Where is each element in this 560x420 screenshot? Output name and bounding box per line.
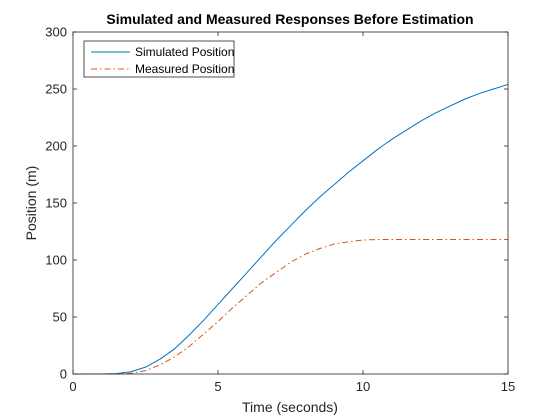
x-tick-label-15: 15: [501, 379, 515, 394]
chart-title: Simulated and Measured Responses Before …: [106, 11, 473, 27]
y-tick-label-200: 200: [45, 139, 67, 154]
y-tick-label-100: 100: [45, 253, 67, 268]
axes-box: [72, 31, 509, 375]
legend-box: [83, 40, 235, 78]
legend: Simulated Position Measured Position: [83, 40, 235, 78]
legend-label-measured: Measured Position: [135, 62, 234, 76]
y-tick-label-250: 250: [45, 82, 67, 97]
y-axis-label: Position (m): [23, 166, 39, 241]
y-tick-label-150: 150: [45, 196, 67, 211]
series-group: [73, 83, 509, 375]
y-tick-label-0: 0: [60, 367, 67, 382]
y-tick-label-50: 50: [53, 310, 67, 325]
x-axis-label: Time (seconds): [242, 399, 338, 415]
y-tick-label-300: 300: [45, 25, 67, 40]
plot-area: [73, 32, 508, 374]
legend-label-simulated: Simulated Position: [135, 45, 234, 59]
series-line-simulated-position: [73, 83, 509, 375]
x-tick-label-5: 5: [214, 379, 221, 394]
series-line-measured-position: [73, 238, 508, 375]
x-tick-label-10: 10: [356, 379, 370, 394]
x-tick-label-0: 0: [69, 379, 76, 394]
